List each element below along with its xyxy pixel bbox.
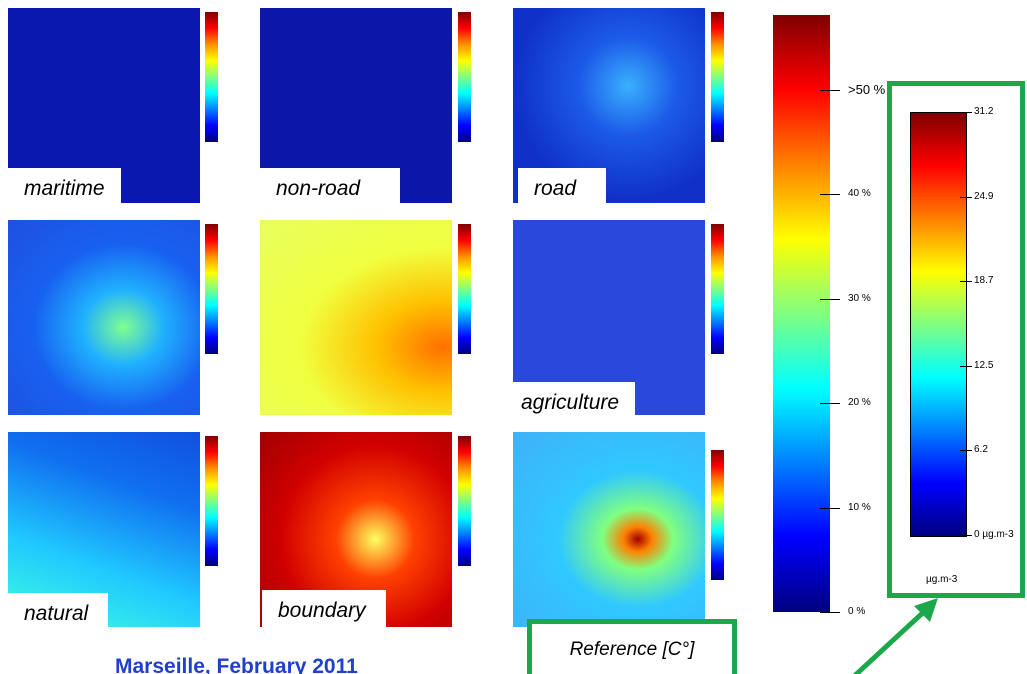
tick-mark (820, 612, 840, 613)
tick-label: >50 % (848, 84, 885, 96)
panel-label: maritime (8, 168, 121, 210)
tick-mark (820, 508, 840, 509)
panel-label: natural (8, 593, 108, 635)
tick-mark (820, 403, 840, 404)
tick-label: 30 % (848, 293, 871, 305)
panel-label: road (518, 168, 606, 210)
tick-mark (960, 197, 972, 198)
panel-label: non-road (260, 168, 400, 210)
tick-mark (820, 194, 840, 195)
tick-label: 10 % (848, 502, 871, 514)
tick-label: 0 µg.m-3 (974, 529, 1014, 541)
panel-label: boundary (262, 590, 386, 632)
tick-mark (960, 535, 972, 536)
mini-colorbar (205, 224, 218, 354)
map-residential-a (8, 220, 200, 415)
mini-colorbar (205, 436, 218, 566)
footer-title: Marseille, February 2011 (115, 655, 358, 674)
tick-label: 18.7 (974, 275, 993, 287)
tick-mark (960, 366, 972, 367)
tick-mark (820, 90, 840, 91)
tick-label: 20 % (848, 397, 871, 409)
map-residential (260, 220, 452, 415)
tick-mark (960, 112, 972, 113)
mini-colorbar (711, 12, 724, 142)
tick-mark (960, 450, 972, 451)
reference-label: Reference [C°] (527, 619, 737, 674)
tick-label: 31.2 (974, 106, 993, 118)
tick-mark (820, 299, 840, 300)
tick-label: 40 % (848, 188, 871, 200)
tick-label: 24.9 (974, 191, 993, 203)
share-colorbar (773, 15, 830, 612)
mini-colorbar (711, 224, 724, 354)
mini-colorbar (205, 12, 218, 142)
mini-colorbar (458, 224, 471, 354)
tick-label: 6.2 (974, 444, 988, 456)
mini-colorbar (458, 436, 471, 566)
mini-colorbar (458, 12, 471, 142)
mini-colorbar (711, 450, 724, 580)
unit-label: µg.m-3 (926, 574, 957, 585)
concentration-colorbar (910, 112, 967, 537)
tick-label: 0 % (848, 606, 865, 618)
tick-label: 12.5 (974, 360, 993, 372)
map-reference (513, 432, 705, 627)
tick-mark (960, 281, 972, 282)
slide: maritime non-road road agriculture natur… (0, 0, 1027, 674)
arrow (840, 590, 950, 674)
panel-label: agriculture (505, 382, 635, 424)
